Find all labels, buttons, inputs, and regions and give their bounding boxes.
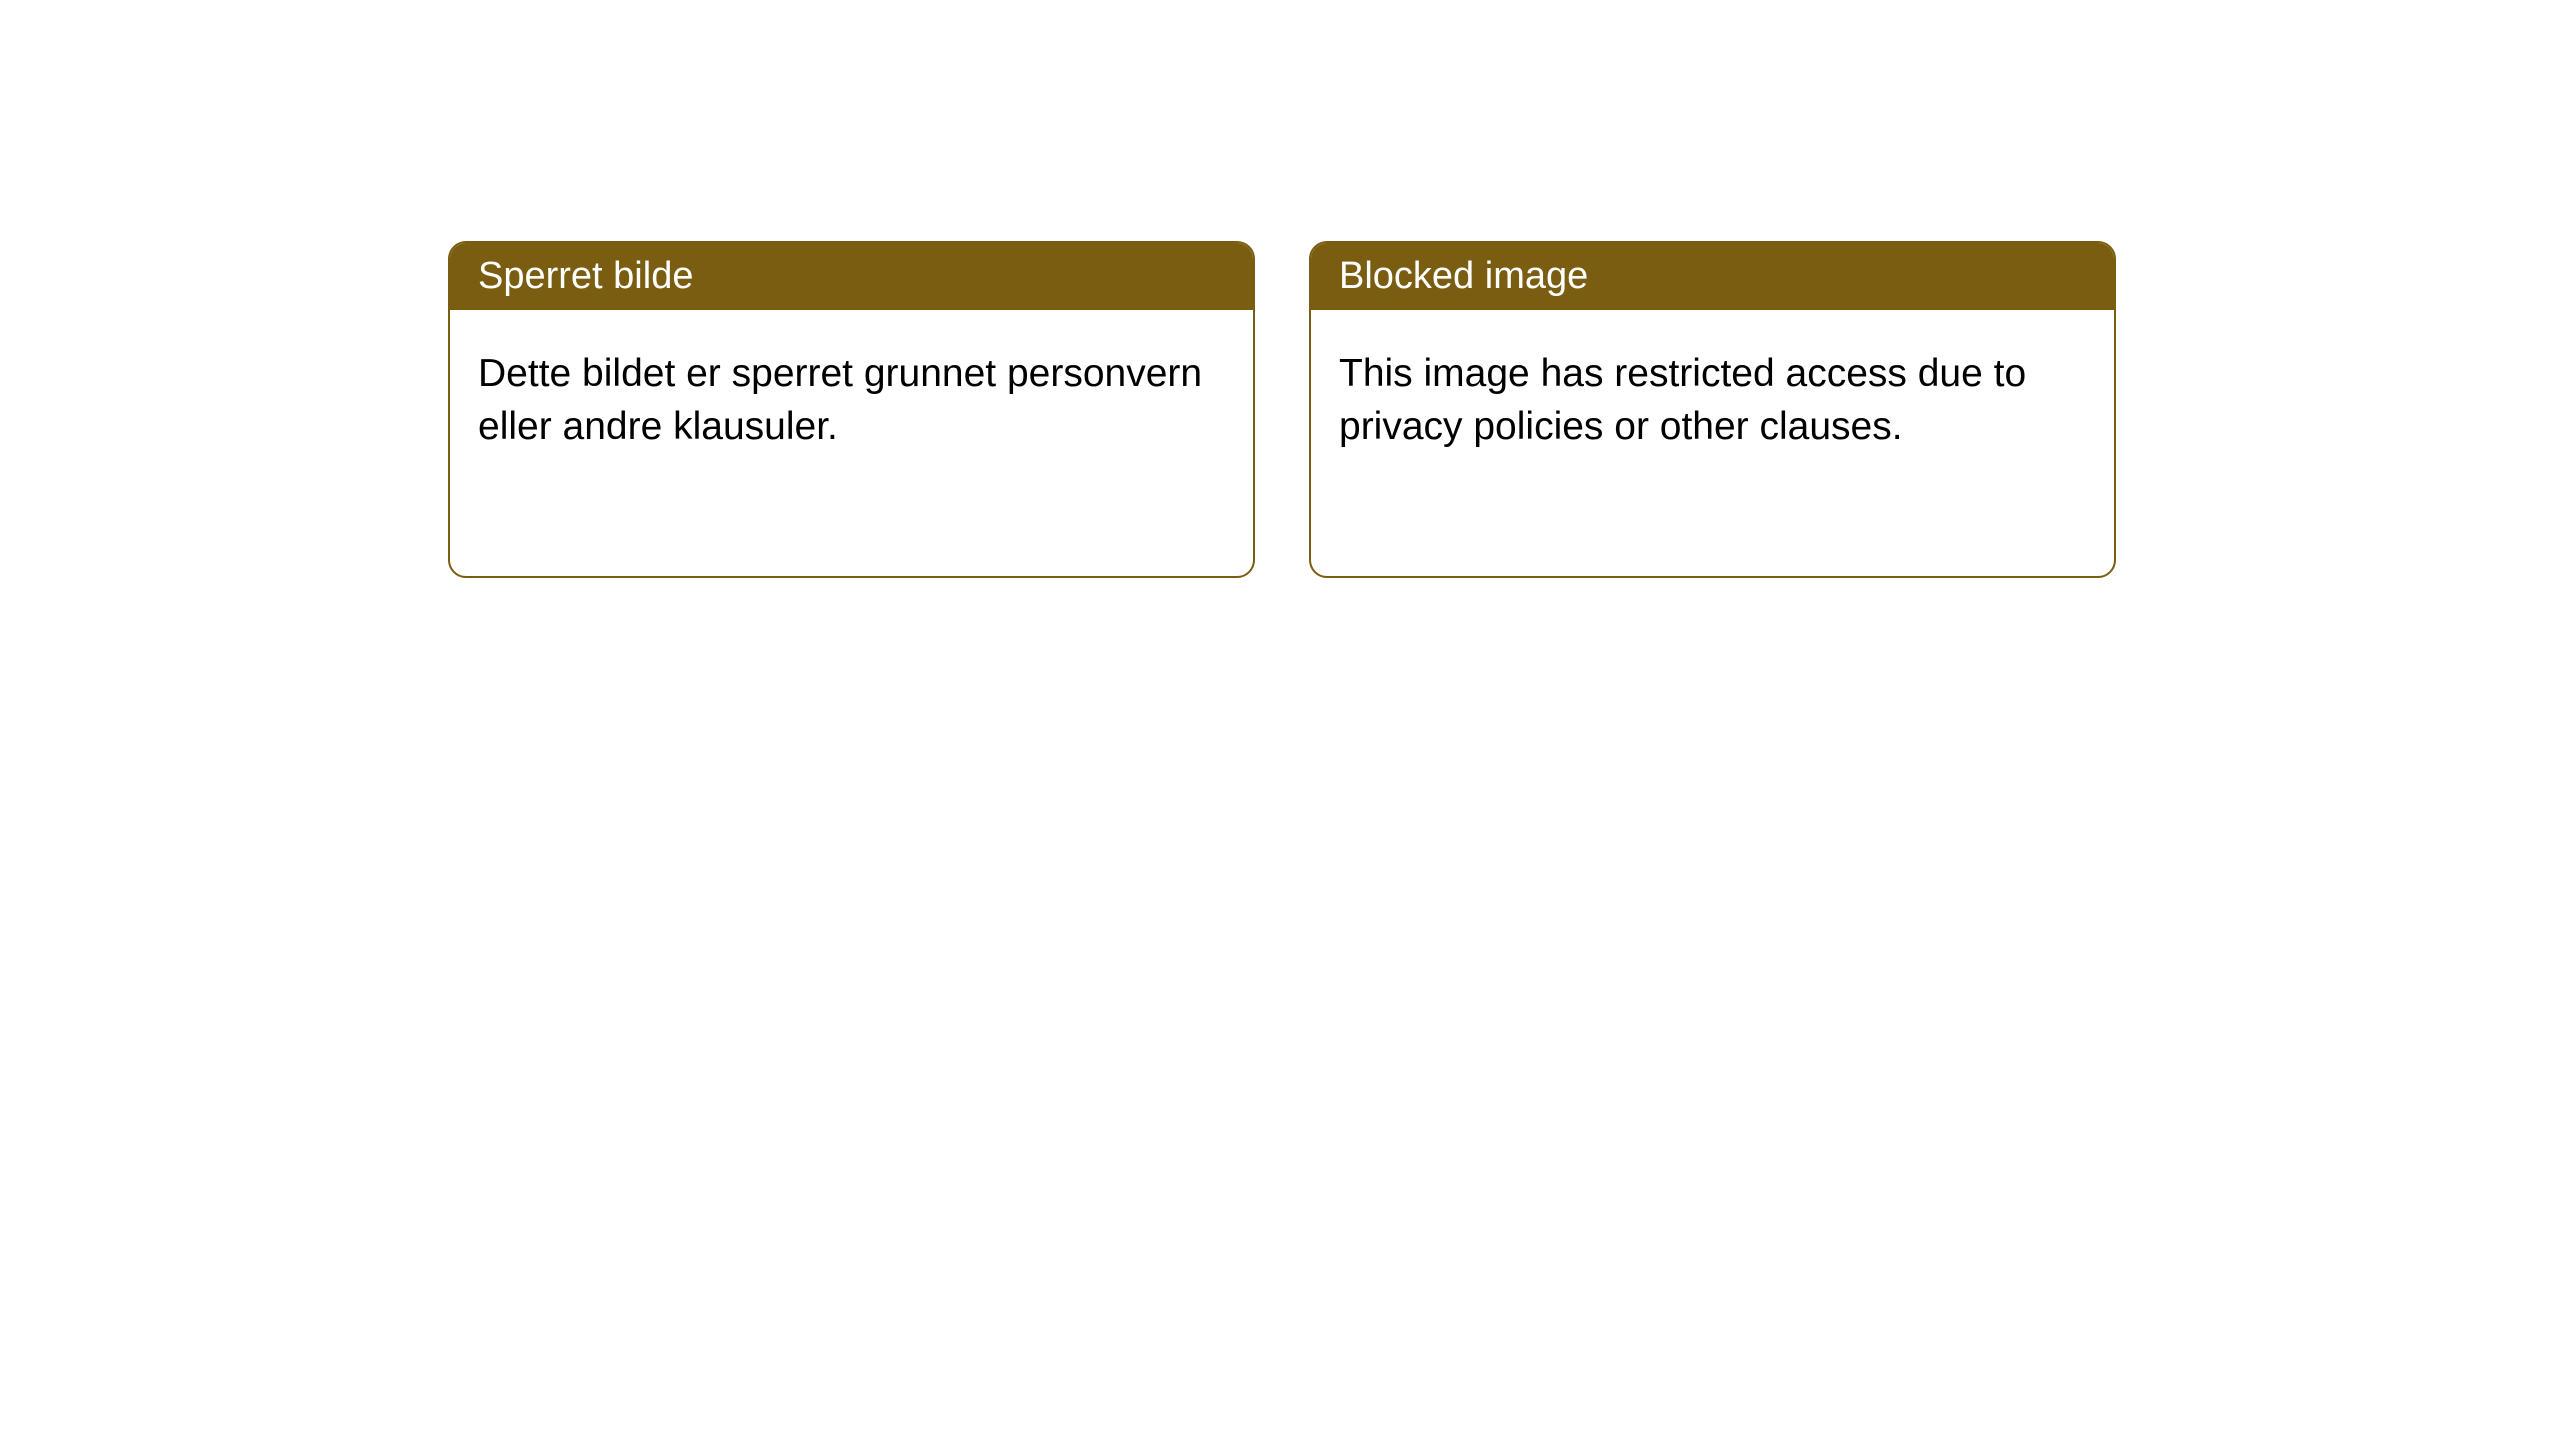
notice-card-body: Dette bildet er sperret grunnet personve… bbox=[450, 310, 1253, 491]
notice-container: Sperret bilde Dette bildet er sperret gr… bbox=[448, 241, 2116, 578]
notice-card-title: Blocked image bbox=[1311, 243, 2114, 310]
notice-card-body: This image has restricted access due to … bbox=[1311, 310, 2114, 491]
notice-card-title: Sperret bilde bbox=[450, 243, 1253, 310]
notice-card-norwegian: Sperret bilde Dette bildet er sperret gr… bbox=[448, 241, 1255, 578]
notice-card-english: Blocked image This image has restricted … bbox=[1309, 241, 2116, 578]
